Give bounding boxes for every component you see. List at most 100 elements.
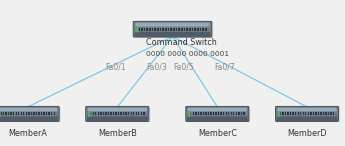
- Circle shape: [188, 114, 190, 115]
- Bar: [295, 112, 296, 115]
- Bar: [308, 112, 309, 115]
- Bar: [205, 112, 207, 115]
- Bar: [213, 112, 214, 115]
- Circle shape: [278, 112, 280, 113]
- Bar: [152, 28, 153, 31]
- Bar: [333, 112, 334, 115]
- Bar: [157, 28, 159, 31]
- Bar: [162, 28, 164, 31]
- Text: MemberA: MemberA: [8, 129, 47, 138]
- Bar: [138, 112, 139, 115]
- Bar: [297, 112, 299, 115]
- Bar: [303, 112, 304, 115]
- Bar: [285, 112, 286, 115]
- Bar: [200, 28, 201, 31]
- Bar: [323, 112, 324, 115]
- Bar: [320, 112, 322, 115]
- Bar: [36, 112, 37, 115]
- Circle shape: [188, 112, 190, 113]
- Bar: [143, 112, 145, 115]
- FancyBboxPatch shape: [277, 107, 340, 122]
- Bar: [26, 112, 27, 115]
- Bar: [115, 112, 117, 115]
- Bar: [18, 112, 19, 115]
- Bar: [223, 112, 224, 115]
- FancyBboxPatch shape: [187, 116, 248, 121]
- FancyBboxPatch shape: [86, 106, 149, 121]
- Text: Fa0/3: Fa0/3: [146, 62, 167, 71]
- Bar: [195, 112, 197, 115]
- Bar: [315, 112, 317, 115]
- Bar: [103, 112, 104, 115]
- Bar: [205, 28, 207, 31]
- Bar: [287, 112, 289, 115]
- Bar: [282, 112, 284, 115]
- FancyBboxPatch shape: [87, 107, 150, 122]
- Text: MemberC: MemberC: [198, 129, 237, 138]
- Bar: [130, 112, 132, 115]
- Text: 0000 0000 0000 0001: 0000 0000 0000 0001: [146, 51, 229, 57]
- Bar: [197, 28, 199, 31]
- Bar: [141, 112, 142, 115]
- Bar: [123, 112, 124, 115]
- Bar: [38, 112, 40, 115]
- Bar: [149, 28, 151, 31]
- Bar: [228, 112, 229, 115]
- Bar: [310, 112, 312, 115]
- Bar: [23, 112, 24, 115]
- Bar: [110, 112, 112, 115]
- FancyBboxPatch shape: [277, 108, 337, 111]
- Bar: [186, 28, 188, 31]
- Bar: [144, 28, 145, 31]
- Bar: [95, 112, 97, 115]
- Bar: [305, 112, 306, 115]
- Bar: [176, 28, 177, 31]
- Bar: [128, 112, 129, 115]
- Bar: [325, 112, 327, 115]
- Bar: [184, 28, 185, 31]
- FancyBboxPatch shape: [135, 32, 210, 37]
- Bar: [194, 28, 196, 31]
- Bar: [105, 112, 107, 115]
- FancyBboxPatch shape: [0, 107, 61, 122]
- Bar: [10, 112, 12, 115]
- Bar: [13, 112, 14, 115]
- Bar: [203, 28, 204, 31]
- Bar: [0, 112, 2, 115]
- Bar: [200, 112, 201, 115]
- Bar: [190, 112, 191, 115]
- Bar: [290, 112, 291, 115]
- Text: MemberB: MemberB: [98, 129, 137, 138]
- Bar: [154, 28, 156, 31]
- Bar: [90, 112, 91, 115]
- Bar: [100, 112, 101, 115]
- FancyBboxPatch shape: [186, 106, 249, 121]
- Bar: [48, 112, 50, 115]
- Bar: [173, 28, 175, 31]
- Bar: [233, 112, 235, 115]
- Bar: [46, 112, 47, 115]
- Bar: [98, 112, 99, 115]
- Bar: [16, 112, 17, 115]
- Bar: [92, 112, 94, 115]
- Bar: [126, 112, 127, 115]
- Bar: [328, 112, 329, 115]
- Bar: [192, 28, 193, 31]
- FancyBboxPatch shape: [187, 107, 250, 122]
- Bar: [189, 28, 191, 31]
- Bar: [118, 112, 119, 115]
- Bar: [141, 28, 142, 31]
- Circle shape: [136, 29, 138, 30]
- Bar: [318, 112, 319, 115]
- Text: Fa0/7: Fa0/7: [214, 62, 235, 71]
- FancyBboxPatch shape: [276, 106, 339, 121]
- Bar: [331, 112, 332, 115]
- Bar: [243, 112, 245, 115]
- Bar: [120, 112, 122, 115]
- Bar: [21, 112, 22, 115]
- Bar: [238, 112, 239, 115]
- Bar: [168, 28, 169, 31]
- FancyBboxPatch shape: [135, 22, 213, 38]
- Bar: [31, 112, 32, 115]
- FancyBboxPatch shape: [188, 108, 247, 111]
